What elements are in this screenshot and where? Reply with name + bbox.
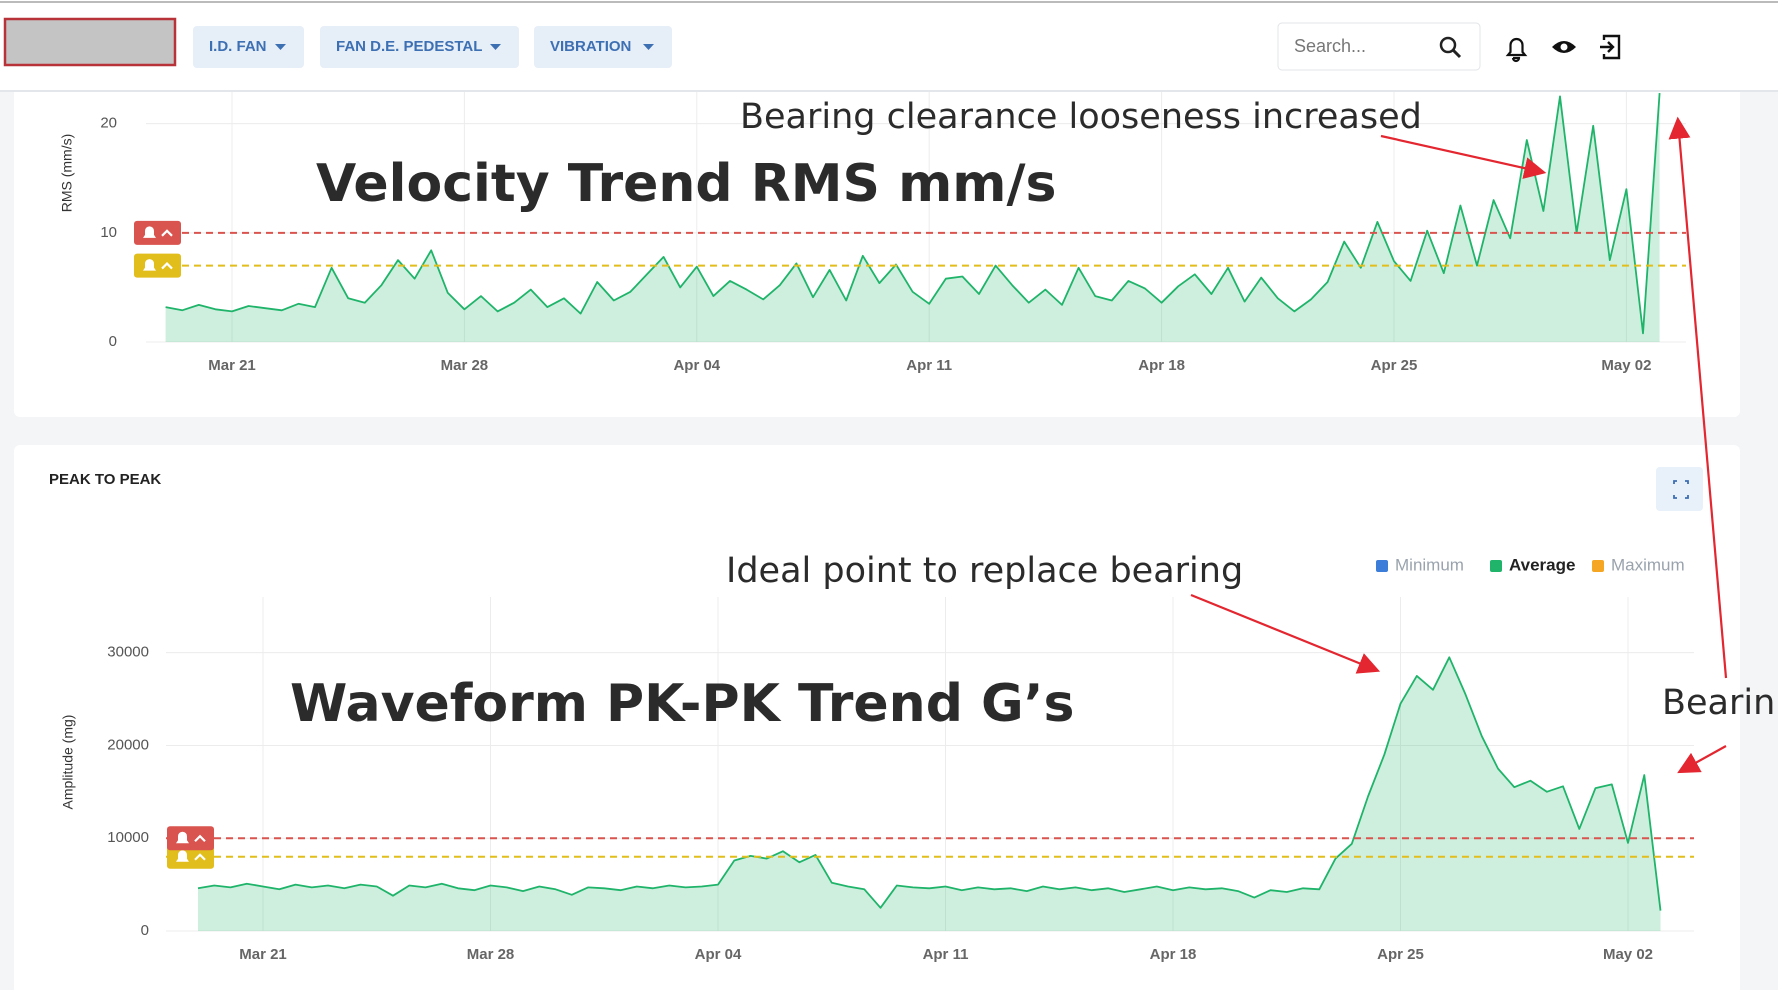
velocity-card <box>14 60 1740 417</box>
y-tick-label: 0 <box>109 333 117 350</box>
x-tick-label: Mar 28 <box>467 946 515 963</box>
alarm-badge <box>167 826 214 851</box>
badge-bell <box>176 831 189 844</box>
y-tick-label: 20000 <box>107 736 149 753</box>
search-icon-handle <box>1451 48 1462 59</box>
x-tick-label: Apr 18 <box>1150 946 1197 963</box>
x-tick-label: Apr 04 <box>695 946 742 963</box>
annotation: Velocity Trend RMS mm/s <box>316 154 1056 214</box>
badge-caret <box>194 834 206 842</box>
nav-bg <box>320 26 519 68</box>
legend-swatch[interactable] <box>1592 560 1604 572</box>
badge-bell <box>143 226 156 238</box>
legend-label[interactable]: Minimum <box>1395 555 1464 574</box>
trend-line <box>165 93 1661 335</box>
caret <box>275 44 286 50</box>
trend-line <box>197 656 1662 911</box>
bell-icon[interactable] <box>1505 37 1528 63</box>
y-tick-label: 10000 <box>107 829 149 846</box>
legend-label[interactable]: Average <box>1509 555 1575 574</box>
card-title: PEAK TO PEAK <box>49 471 161 488</box>
velocity-chart: 0 10 20 Mar 21 Mar 28 Apr 04 Apr 11 Apr 18 Apr 2… <box>100 80 1686 374</box>
arrow <box>1380 134 1547 179</box>
nav-label: I.D. FAN <box>209 38 267 55</box>
y-axis-title: Amplitude (mg) <box>60 715 76 810</box>
nav-bg <box>193 26 304 68</box>
caret <box>490 44 501 50</box>
x-tick-label: Apr 25 <box>1377 946 1424 963</box>
arrow <box>1668 116 1728 679</box>
badge-bell <box>143 259 156 271</box>
nav-label: FAN D.E. PEDESTAL <box>336 38 482 55</box>
area-fill <box>198 657 1661 931</box>
y-axis-title: RMS (mm/s) <box>59 134 75 213</box>
search-icon <box>1439 36 1457 54</box>
peak-card <box>14 445 1740 990</box>
x-tick-label: Apr 11 <box>923 946 969 963</box>
search-box[interactable]: Search... <box>1277 22 1481 71</box>
y-tick-label: 0 <box>141 922 149 939</box>
nav-button[interactable]: I.D. FAN <box>193 26 304 68</box>
alarm-badge <box>134 253 181 278</box>
arrows <box>1190 116 1728 774</box>
arrow <box>1677 745 1727 774</box>
legend-label[interactable]: Maximum <box>1611 555 1685 574</box>
x-tick-label: May 02 <box>1601 357 1651 374</box>
alarm-badge <box>134 220 181 245</box>
legend-swatch[interactable] <box>1490 560 1502 572</box>
search-placeholder: Search... <box>1294 36 1366 56</box>
logout-icon[interactable] <box>1600 34 1621 60</box>
nav-button[interactable]: FAN D.E. PEDESTAL <box>320 26 519 68</box>
eye-pupil <box>1560 43 1568 51</box>
nav-button[interactable]: VIBRATION <box>534 26 672 68</box>
badge-bell <box>176 850 189 862</box>
annotation: Ideal point to replace bearing <box>726 551 1243 591</box>
nav-bg <box>534 26 672 68</box>
x-tick-label: Apr 18 <box>1138 357 1185 374</box>
arrow <box>1190 593 1381 674</box>
nav-label: VIBRATION <box>550 38 631 55</box>
x-tick-label: Apr 11 <box>906 357 952 374</box>
alarm-badge <box>167 844 214 869</box>
logo[interactable] <box>3 17 177 67</box>
x-tick-label: Apr 25 <box>1371 357 1418 374</box>
expand-icon <box>1673 480 1689 499</box>
x-tick-label: Mar 21 <box>208 357 256 374</box>
x-tick-label: Mar 21 <box>239 946 287 963</box>
badge-caret <box>161 262 173 270</box>
y-tick-label: 30000 <box>107 644 149 661</box>
annotation: Bearing clearance looseness increased <box>740 97 1422 137</box>
x-tick-label: Apr 04 <box>673 357 720 374</box>
badge-caret <box>194 853 206 861</box>
x-tick-label: Mar 28 <box>441 357 489 374</box>
legend-swatch[interactable] <box>1376 560 1388 572</box>
search-bg <box>1277 22 1481 71</box>
y-tick-label: 20 <box>100 115 117 132</box>
expand-bg <box>1656 467 1703 511</box>
x-tick-label: May 02 <box>1603 946 1653 963</box>
annotation: Bearin <box>1662 683 1775 723</box>
badge-caret <box>161 229 173 237</box>
y-tick-label: 10 <box>100 224 117 241</box>
peak-chart: 0 10000 20000 30000 Mar 21 Mar 28 Apr 04 Apr 11… <box>107 555 1694 963</box>
annotation: Waveform PK-PK Trend G’s <box>290 674 1074 734</box>
expand-button[interactable] <box>1656 467 1703 511</box>
caret <box>643 44 654 50</box>
